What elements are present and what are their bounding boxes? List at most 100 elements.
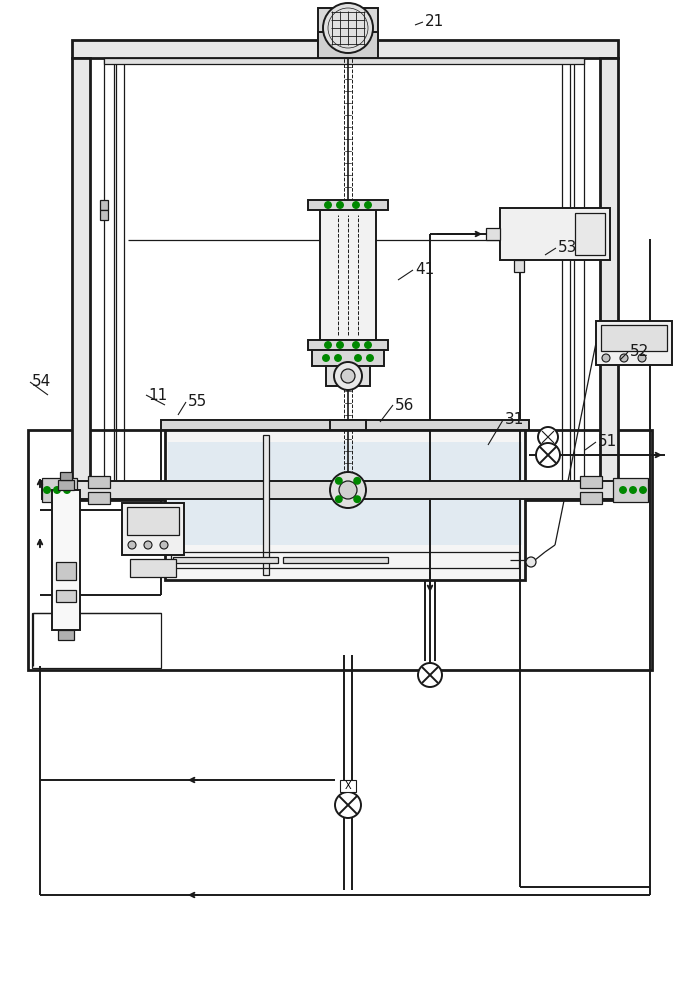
Bar xyxy=(130,559,176,577)
Bar xyxy=(308,340,388,350)
Bar xyxy=(161,420,529,430)
Circle shape xyxy=(353,202,359,208)
Text: X: X xyxy=(345,781,351,791)
Bar xyxy=(580,476,602,488)
Text: 21: 21 xyxy=(425,14,444,29)
Circle shape xyxy=(602,354,610,362)
Circle shape xyxy=(334,362,362,390)
Circle shape xyxy=(144,541,152,549)
Bar xyxy=(613,478,648,502)
Circle shape xyxy=(339,481,357,499)
Bar xyxy=(122,503,184,555)
Circle shape xyxy=(355,355,361,361)
Bar xyxy=(127,507,179,535)
Bar xyxy=(104,58,584,64)
Bar xyxy=(318,32,378,58)
Bar xyxy=(308,200,388,210)
Bar xyxy=(56,562,76,580)
Circle shape xyxy=(325,202,331,208)
Circle shape xyxy=(337,342,343,348)
Circle shape xyxy=(335,478,342,484)
Circle shape xyxy=(64,487,70,493)
Bar xyxy=(88,476,110,488)
Bar xyxy=(56,590,76,602)
Circle shape xyxy=(630,487,636,493)
Circle shape xyxy=(526,557,536,567)
Bar xyxy=(100,210,108,220)
Circle shape xyxy=(365,202,371,208)
Bar xyxy=(173,557,278,563)
Circle shape xyxy=(538,427,558,447)
Circle shape xyxy=(44,487,50,493)
Circle shape xyxy=(335,355,341,361)
Text: 31: 31 xyxy=(505,412,524,428)
Bar xyxy=(58,480,74,490)
Bar xyxy=(60,472,72,480)
Circle shape xyxy=(536,443,560,467)
Text: 55: 55 xyxy=(188,394,207,410)
Circle shape xyxy=(620,354,628,362)
Bar xyxy=(318,8,378,48)
Circle shape xyxy=(353,342,359,348)
Circle shape xyxy=(160,541,168,549)
Circle shape xyxy=(335,496,342,502)
Bar xyxy=(575,213,605,255)
Bar xyxy=(72,482,618,500)
Circle shape xyxy=(620,487,626,493)
Bar xyxy=(263,435,269,575)
Bar xyxy=(104,482,584,488)
Circle shape xyxy=(354,496,361,502)
Bar xyxy=(28,430,652,670)
Bar xyxy=(340,780,356,792)
Circle shape xyxy=(341,369,355,383)
Circle shape xyxy=(354,478,361,484)
Bar xyxy=(283,557,388,563)
Circle shape xyxy=(367,355,373,361)
Bar xyxy=(100,200,108,210)
Circle shape xyxy=(325,342,331,348)
Bar xyxy=(514,260,524,272)
Bar xyxy=(116,58,124,482)
Text: 53: 53 xyxy=(558,240,578,255)
Bar xyxy=(42,481,648,499)
Bar xyxy=(500,208,610,260)
Bar xyxy=(52,490,80,630)
Circle shape xyxy=(323,3,373,53)
Text: 52: 52 xyxy=(630,344,649,360)
Bar xyxy=(574,58,584,482)
Circle shape xyxy=(365,342,371,348)
Circle shape xyxy=(330,472,366,508)
Circle shape xyxy=(640,487,646,493)
Circle shape xyxy=(418,663,442,687)
Bar xyxy=(486,228,500,240)
Bar xyxy=(596,321,672,365)
Circle shape xyxy=(335,792,361,818)
Bar xyxy=(312,350,384,366)
Bar xyxy=(32,613,161,668)
Text: 54: 54 xyxy=(32,374,52,389)
Bar xyxy=(42,478,77,502)
Bar xyxy=(330,420,366,430)
Bar xyxy=(58,630,74,640)
Text: 11: 11 xyxy=(148,387,167,402)
Circle shape xyxy=(638,354,646,362)
Bar xyxy=(320,210,376,340)
Bar xyxy=(165,430,525,580)
Circle shape xyxy=(337,202,343,208)
Bar xyxy=(562,58,570,482)
Text: 51: 51 xyxy=(598,434,617,450)
Bar xyxy=(168,442,522,545)
Bar xyxy=(72,58,90,482)
Circle shape xyxy=(128,541,136,549)
Bar xyxy=(601,325,667,351)
Text: 41: 41 xyxy=(415,262,434,277)
Bar xyxy=(326,366,370,386)
Circle shape xyxy=(323,355,329,361)
Bar xyxy=(104,58,114,482)
Bar xyxy=(580,492,602,504)
Bar xyxy=(171,552,519,568)
Text: 56: 56 xyxy=(395,397,414,412)
Bar xyxy=(88,492,110,504)
Bar xyxy=(72,40,618,58)
Bar xyxy=(600,58,618,482)
